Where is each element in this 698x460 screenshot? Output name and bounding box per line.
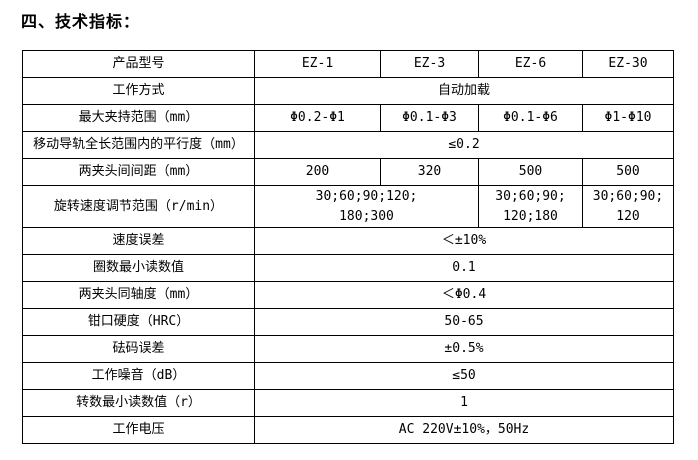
value-cell: ≤0.2 — [254, 131, 674, 159]
value-cell: ≤50 — [254, 362, 674, 390]
value-cell: 30;60;90; 120;180 — [478, 185, 583, 228]
value-cell: 30;60;90;120; 180;300 — [254, 185, 479, 228]
row-label-cell: 工作方式 — [22, 77, 255, 105]
value-cell: 1 — [254, 389, 674, 417]
row-label-cell: 产品型号 — [22, 50, 255, 78]
table-row-noise: 工作噪音（dB） ≤50 — [22, 362, 674, 390]
value-cell: 320 — [380, 158, 479, 186]
table-row-chuck-distance: 两夹头间间距（mm） 200 320 500 500 — [22, 158, 674, 186]
table-row-speed-error: 速度误差 ＜±10% — [22, 227, 674, 255]
row-label-cell: 工作噪音（dB） — [22, 362, 255, 390]
value-cell: 0.1 — [254, 254, 674, 282]
value-cell: Φ0.1-Φ6 — [478, 104, 583, 132]
value-cell: 30;60;90; 120 — [582, 185, 674, 228]
value-cell: EZ-1 — [254, 50, 381, 78]
value-cell: EZ-6 — [478, 50, 583, 78]
spec-table: 产品型号 EZ-1 EZ-3 EZ-6 EZ-30 工作方式 自动加载 最大夹持… — [22, 50, 674, 444]
row-label-cell: 两夹头间间距（mm） — [22, 158, 255, 186]
table-row-work-mode: 工作方式 自动加载 — [22, 77, 674, 105]
table-row-min-turn-reading: 圈数最小读数值 0.1 — [22, 254, 674, 282]
row-label-cell: 工作电压 — [22, 416, 255, 444]
table-row-jaw-hardness: 钳口硬度（HRC） 50-65 — [22, 308, 674, 336]
value-cell: Φ1-Φ10 — [582, 104, 674, 132]
value-cell: EZ-30 — [582, 50, 674, 78]
value-cell: 500 — [478, 158, 583, 186]
value-cell: Φ0.1-Φ3 — [380, 104, 479, 132]
value-cell: AC 220V±10%，50Hz — [254, 416, 674, 444]
row-label-cell: 钳口硬度（HRC） — [22, 308, 255, 336]
table-row-parallelism: 移动导轨全长范围内的平行度（mm） ≤0.2 — [22, 131, 674, 159]
row-label-cell: 两夹头同轴度（mm） — [22, 281, 255, 309]
value-cell: 500 — [582, 158, 674, 186]
value-cell: 自动加载 — [254, 77, 674, 105]
value-cell: 200 — [254, 158, 381, 186]
table-row-coaxiality: 两夹头同轴度（mm） ＜Φ0.4 — [22, 281, 674, 309]
row-label-cell: 最大夹持范围（mm） — [22, 104, 255, 132]
row-label-cell: 转数最小读数值（r） — [22, 389, 255, 417]
row-label-cell: 移动导轨全长范围内的平行度（mm） — [22, 131, 255, 159]
row-label-cell: 砝码误差 — [22, 335, 255, 363]
row-label-cell: 速度误差 — [22, 227, 255, 255]
value-cell: ＜±10% — [254, 227, 674, 255]
row-label-cell: 圈数最小读数值 — [22, 254, 255, 282]
table-row-min-rev-reading: 转数最小读数值（r） 1 — [22, 389, 674, 417]
table-row-working-voltage: 工作电压 AC 220V±10%，50Hz — [22, 416, 674, 444]
value-cell: Φ0.2-Φ1 — [254, 104, 381, 132]
table-row-weight-error: 砝码误差 ±0.5% — [22, 335, 674, 363]
row-label-cell: 旋转速度调节范围（r/min） — [22, 185, 255, 228]
value-cell: ＜Φ0.4 — [254, 281, 674, 309]
value-cell: ±0.5% — [254, 335, 674, 363]
table-row-rotation-speed: 旋转速度调节范围（r/min） 30;60;90;120; 180;300 30… — [22, 185, 674, 228]
value-cell: 50-65 — [254, 308, 674, 336]
value-cell: EZ-3 — [380, 50, 479, 78]
table-row-product-model: 产品型号 EZ-1 EZ-3 EZ-6 EZ-30 — [22, 50, 674, 78]
page-title: 四、技术指标： — [21, 12, 141, 31]
table-row-clamp-range: 最大夹持范围（mm） Φ0.2-Φ1 Φ0.1-Φ3 Φ0.1-Φ6 Φ1-Φ1… — [22, 104, 674, 132]
